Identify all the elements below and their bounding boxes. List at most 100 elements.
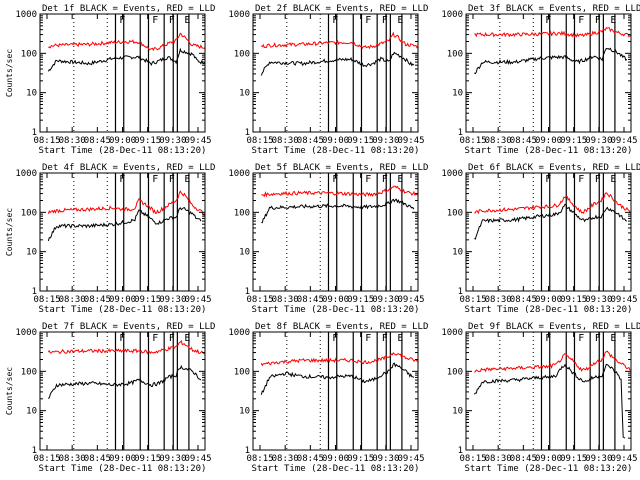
y-tick-label: 10: [452, 89, 463, 99]
x-tick-label: 09:45: [184, 136, 211, 146]
x-tick-label: 09:00: [109, 136, 136, 146]
x-tick-label: 09:15: [134, 295, 161, 305]
x-tick-label: 08:45: [510, 454, 537, 464]
plot-title: Det 9f BLACK = Events, RED = LLD: [468, 322, 640, 332]
x-tick-label: 09:15: [347, 295, 374, 305]
event-marker: F: [119, 15, 125, 26]
y-tick-label: 10: [239, 248, 250, 258]
plot-title: Det 2f BLACK = Events, RED = LLD: [255, 4, 428, 14]
x-tick-label: 09:30: [372, 136, 399, 146]
x-axis-label: Start Time (28-Dec-11 08:13:20): [252, 305, 420, 315]
lld-series-line: [473, 350, 632, 373]
events-series-line: [47, 47, 206, 72]
x-tick-label: 08:45: [297, 136, 324, 146]
x-axis-label: Start Time (28-Dec-11 08:13:20): [465, 146, 633, 156]
plot-frame: [252, 331, 419, 451]
event-marker: F: [545, 333, 551, 344]
x-tick-label: 09:15: [347, 136, 374, 146]
y-tick-label: 10: [452, 407, 463, 417]
event-marker: F: [119, 333, 125, 344]
event-marker: F: [365, 174, 371, 185]
x-tick-label: 09:15: [560, 136, 587, 146]
y-tick-label: 1: [32, 446, 37, 456]
plot-title: Det 7f BLACK = Events, RED = LLD: [42, 322, 215, 332]
x-tick-label: 09:15: [347, 454, 374, 464]
event-marker: F: [545, 174, 551, 185]
event-marker: E: [397, 333, 403, 344]
y-tick-label: 1000: [441, 169, 463, 179]
y-tick-label: 1: [32, 287, 37, 297]
x-tick-label: 08:15: [246, 136, 273, 146]
events-series-line: [47, 364, 202, 400]
x-tick-label: 08:45: [84, 136, 111, 146]
events-series-line: [261, 198, 415, 224]
events-series-line: [260, 51, 415, 76]
event-marker: F: [365, 333, 371, 344]
y-tick-label: 100: [447, 208, 463, 218]
y-tick-label: 100: [447, 49, 463, 59]
event-marker: F: [578, 15, 584, 26]
x-tick-label: 09:15: [560, 454, 587, 464]
x-tick-label: 09:45: [184, 454, 211, 464]
event-marker: E: [184, 15, 190, 26]
x-axis-label: Start Time (28-Dec-11 08:13:20): [39, 464, 207, 474]
event-marker: F: [152, 333, 158, 344]
x-tick-label: 08:45: [510, 136, 537, 146]
x-tick-label: 08:15: [459, 136, 486, 146]
plot-title: Det 8f BLACK = Events, RED = LLD: [255, 322, 428, 332]
x-tick-label: 09:15: [134, 454, 161, 464]
x-tick-label: 08:45: [84, 454, 111, 464]
x-tick-label: 08:15: [246, 295, 273, 305]
y-tick-label: 1: [245, 446, 250, 456]
event-marker: E: [184, 333, 190, 344]
x-tick-label: 08:30: [272, 454, 299, 464]
plot-frame: [39, 331, 206, 451]
y-tick-label: 10: [239, 89, 250, 99]
y-tick-label: 1: [458, 287, 463, 297]
x-tick-label: 08:30: [59, 295, 86, 305]
plot-frame: [39, 13, 206, 133]
event-marker: F: [169, 15, 175, 26]
event-marker: F: [169, 333, 175, 344]
event-marker: E: [610, 15, 616, 26]
x-tick-label: 09:45: [610, 454, 637, 464]
x-tick-label: 08:45: [297, 295, 324, 305]
x-axis-label: Start Time (28-Dec-11 08:13:20): [39, 146, 207, 156]
event-marker: F: [382, 174, 388, 185]
event-marker: F: [152, 174, 158, 185]
x-axis-label: Start Time (28-Dec-11 08:13:20): [252, 146, 420, 156]
plot-frame: [465, 13, 632, 133]
x-tick-label: 09:15: [560, 295, 587, 305]
y-tick-label: 1000: [441, 328, 463, 338]
y-axis-label: Counts/sec: [5, 367, 14, 415]
y-tick-label: 1: [32, 128, 37, 138]
event-marker: F: [365, 15, 371, 26]
y-tick-label: 1000: [228, 10, 250, 20]
y-tick-label: 1000: [228, 169, 250, 179]
y-tick-label: 1000: [15, 169, 37, 179]
events-series-line: [260, 362, 415, 395]
x-tick-label: 09:00: [322, 136, 349, 146]
x-tick-label: 09:15: [134, 136, 161, 146]
event-marker: F: [382, 333, 388, 344]
lld-series-line: [47, 190, 206, 216]
plot-title: Det 4f BLACK = Events, RED = LLD: [42, 163, 215, 173]
y-tick-label: 10: [26, 407, 37, 417]
plot-frame: [252, 13, 419, 133]
y-tick-label: 100: [21, 367, 37, 377]
x-tick-label: 08:30: [59, 136, 86, 146]
lld-series-line: [474, 27, 632, 39]
x-tick-label: 09:45: [610, 136, 637, 146]
lld-series-line: [261, 185, 419, 198]
x-tick-label: 08:45: [84, 295, 111, 305]
y-tick-label: 1: [458, 446, 463, 456]
y-tick-label: 10: [452, 248, 463, 258]
event-marker: F: [152, 15, 158, 26]
plot-title: Det 3f BLACK = Events, RED = LLD: [468, 4, 640, 14]
event-marker: F: [169, 174, 175, 185]
y-tick-label: 100: [447, 367, 463, 377]
